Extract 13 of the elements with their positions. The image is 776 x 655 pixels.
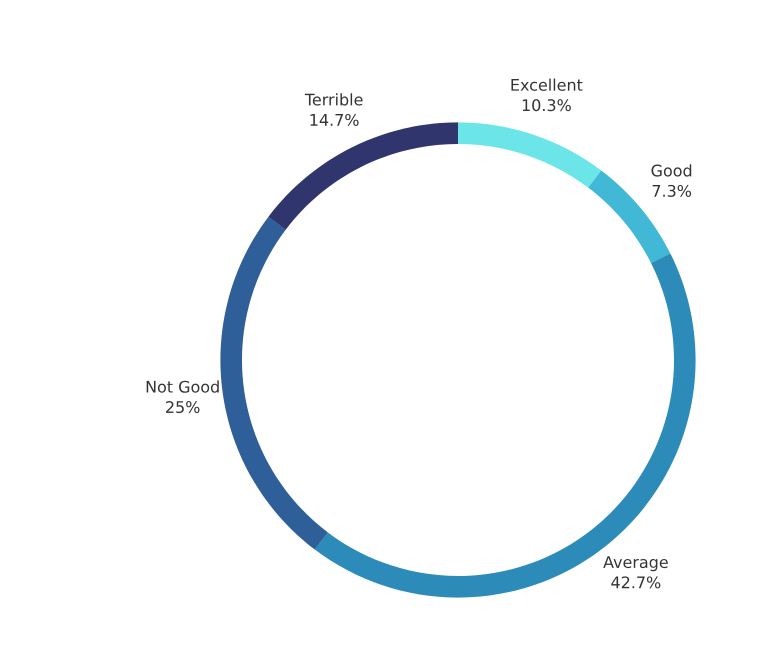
data-label: 42.7%: [611, 576, 660, 588]
slice-label: Good: [652, 164, 692, 177]
slice-label: Not Good: [146, 380, 219, 393]
slice-label: Terrible: [304, 93, 363, 106]
slice-label: Average: [603, 556, 668, 572]
data-label: 25%: [166, 401, 200, 414]
data-label: 10.3%: [522, 99, 571, 112]
data-label: 14.7%: [310, 114, 359, 126]
slice-label: Excellent: [511, 78, 582, 91]
donut-slice: [220, 216, 328, 550]
donut-slice: [458, 122, 602, 188]
data-label: 7.3%: [652, 184, 692, 197]
donut-slice: [314, 253, 696, 598]
